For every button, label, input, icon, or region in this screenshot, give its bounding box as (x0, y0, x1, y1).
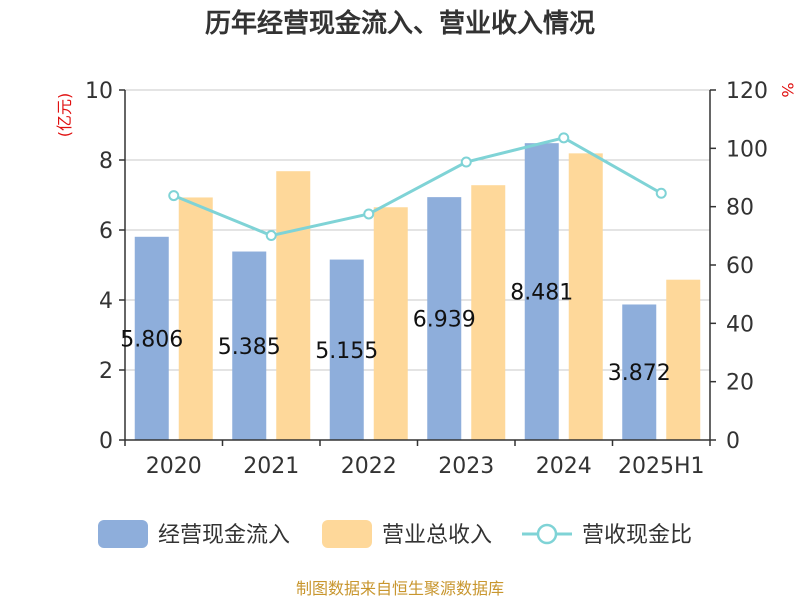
gridlines (125, 89, 710, 371)
data-label: 5.806 (120, 327, 183, 352)
ratio-point (363, 208, 375, 220)
bar-cash-inflow (134, 236, 169, 440)
ratio-point (168, 190, 180, 202)
left-tick-label: 4 (99, 289, 113, 314)
ratio-line (168, 132, 667, 242)
left-tick-label: 2 (99, 359, 113, 384)
left-tick-label: 8 (99, 149, 113, 174)
x-tick-label: 2024 (536, 454, 592, 479)
left-tick-label: 10 (85, 79, 113, 104)
right-tick-label: 20 (726, 371, 754, 396)
bar-revenue (471, 185, 506, 440)
bars (134, 143, 701, 441)
x-tick-label: 2023 (438, 454, 494, 479)
x-tick-label: 2025H1 (618, 454, 705, 479)
data-labels: 5.806 5.385 5.155 6.939 8.481 3.872 (120, 281, 670, 387)
legend-swatch (322, 520, 372, 548)
left-axis-unit: (亿元) (55, 93, 74, 138)
ratio-point (460, 156, 472, 168)
right-tick-label: 0 (726, 429, 740, 454)
ratio-point (655, 187, 667, 199)
x-tick-label: 2021 (243, 454, 299, 479)
bar-cash-inflow (232, 251, 267, 440)
bar-revenue (666, 279, 701, 440)
ratio-line-path (173, 136, 662, 238)
right-tick-label: 100 (726, 137, 768, 162)
right-tick-label: 60 (726, 254, 754, 279)
left-tick-label: 6 (99, 219, 113, 244)
chart-title: 历年经营现金流入、营业收入情况 (205, 8, 595, 39)
bar-revenue (178, 197, 213, 440)
right-tick-label: 40 (726, 312, 754, 337)
data-label: 8.481 (510, 281, 573, 306)
data-label: 5.385 (218, 335, 281, 360)
legend-label: 经营现金流入 (158, 523, 290, 548)
data-label: 5.155 (315, 339, 378, 364)
bar-cash-inflow (329, 259, 364, 440)
bar-cash-inflow (622, 304, 657, 440)
bar-revenue (276, 171, 311, 440)
right-tick-label: 120 (726, 79, 768, 104)
bar-revenue (373, 207, 408, 440)
x-tick-label: 2020 (146, 454, 202, 479)
legend-marker (536, 523, 558, 545)
ratio-point (265, 230, 277, 242)
bar-revenue (568, 153, 603, 440)
legend: 经营现金流入 营业总收入 营收现金比 (98, 520, 692, 548)
legend-label: 营收现金比 (582, 523, 692, 548)
legend-swatch (98, 520, 148, 548)
legend-label: 营业总收入 (382, 523, 492, 548)
right-axis-unit: % (778, 82, 797, 97)
source-note: 制图数据来自恒生聚源数据库 (296, 579, 504, 598)
bar-cash-inflow (524, 143, 559, 441)
bar-cash-inflow (427, 197, 462, 440)
x-tick-label: 2022 (341, 454, 397, 479)
ratio-point (558, 132, 570, 144)
right-tick-label: 80 (726, 196, 754, 221)
data-label: 3.872 (608, 361, 671, 386)
left-tick-label: 0 (99, 429, 113, 454)
data-label: 6.939 (413, 308, 476, 333)
